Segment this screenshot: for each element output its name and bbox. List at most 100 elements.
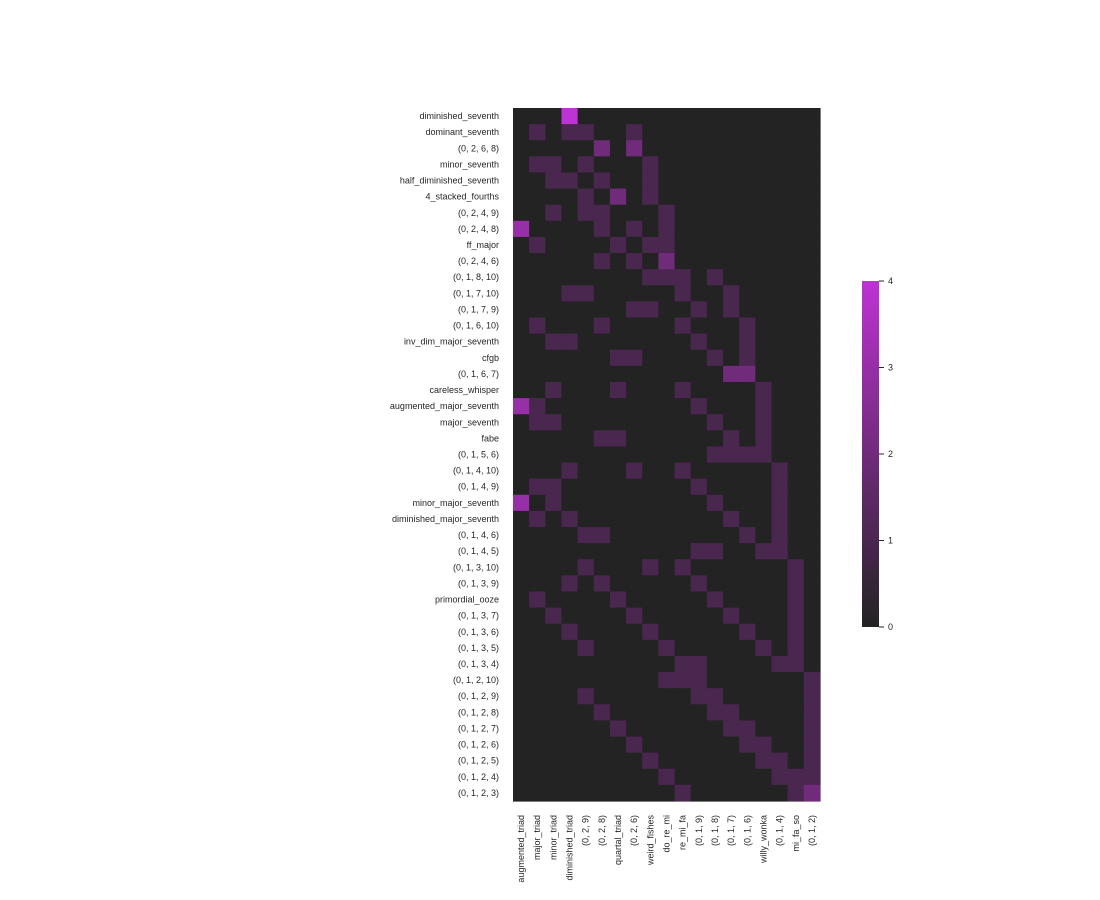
heatmap-cell [561,317,579,335]
heatmap-cell [755,784,773,802]
heatmap-cell [545,269,563,286]
heatmap-cell [803,623,821,641]
heatmap-cell [755,688,773,705]
heatmap-cell [513,720,530,738]
y-tick-label: (0, 1, 3, 5) [458,643,499,653]
heatmap-cell [674,398,692,415]
heatmap-cell [626,527,643,544]
heatmap-cell [690,527,708,544]
heatmap-cell [739,188,756,206]
heatmap-cell [593,478,611,496]
heatmap-cell [642,559,660,576]
heatmap-cell [561,672,579,689]
heatmap-cell [723,623,740,641]
heatmap-cell [706,784,724,802]
heatmap-cell [723,365,740,383]
heatmap-cell [739,301,756,319]
y-tick-labels: diminished_seventh dominant_seventh (0, 2,… [390,111,500,798]
heatmap-cell [577,301,595,319]
heatmap-cell [690,784,708,802]
heatmap-cell [674,253,692,270]
y-tick-label: (0, 1, 3, 9) [458,578,499,588]
y-tick-label: (0, 1, 2, 5) [458,756,499,766]
heatmap-cell [529,188,546,206]
heatmap-cell [513,446,530,464]
heatmap-cell [513,398,530,415]
heatmap-cell [706,591,724,609]
heatmap-cell [771,349,789,367]
heatmap-cell [545,720,563,738]
heatmap-cell [803,156,821,174]
colorbar-tick-label: 2 [888,449,893,459]
heatmap-cell [674,784,692,802]
heatmap-cell [658,559,676,576]
heatmap-cell [674,704,692,722]
heatmap-cell [529,478,546,496]
heatmap-cell [642,220,660,238]
heatmap-cell [723,559,740,576]
heatmap-cell [626,365,643,383]
heatmap-cell [561,784,579,802]
heatmap-cell [642,575,660,593]
heatmap-cell [545,349,563,367]
heatmap-cells [513,108,821,802]
heatmap-cell [658,204,676,222]
y-tick-label: careless_whisper [429,385,499,395]
heatmap-cell [545,140,563,157]
heatmap-cell [690,156,708,174]
heatmap-cell [771,510,789,528]
heatmap-cell [803,253,821,270]
heatmap-cell [723,140,740,157]
heatmap-cell [609,188,627,206]
heatmap-cell [674,204,692,222]
heatmap-cell [626,253,643,270]
heatmap-cell [529,285,546,302]
heatmap-cell [593,301,611,319]
heatmap-cell [642,301,660,319]
heatmap-cell [787,253,805,270]
heatmap-cell [803,124,821,141]
y-tick-label: (0, 1, 2, 3) [458,788,499,798]
heatmap-cell [674,736,692,754]
heatmap-cell [739,269,756,286]
heatmap-cell [723,704,740,722]
heatmap-cell [787,639,805,657]
heatmap-cell [723,672,740,689]
heatmap-cell [593,623,611,641]
heatmap-cell [609,655,627,673]
heatmap-cell [577,172,595,190]
x-tick-label: weird_fishes [645,815,655,867]
heatmap-cell [803,704,821,722]
heatmap-cell [626,575,643,593]
heatmap-cell [513,655,530,673]
heatmap-cell [561,623,579,641]
heatmap-cell [723,688,740,705]
heatmap-cell [755,365,773,383]
heatmap-cell [755,720,773,738]
heatmap-cell [755,752,773,770]
heatmap-cell [706,527,724,544]
heatmap-cell [513,607,530,625]
heatmap-cell [545,301,563,319]
heatmap-cell [723,172,740,190]
heatmap-cell [787,156,805,174]
heatmap-cell [577,156,595,174]
heatmap-cell [545,655,563,673]
heatmap-cell [755,639,773,657]
heatmap-cell [609,478,627,496]
heatmap-cell [642,398,660,415]
heatmap-cell [755,349,773,367]
heatmap-cell [513,639,530,657]
colorbar-tick-label: 3 [888,363,893,373]
heatmap-cell [658,188,676,206]
heatmap-cell [658,269,676,286]
heatmap-cell [706,285,724,302]
heatmap-cell [739,510,756,528]
heatmap-cell [674,156,692,174]
heatmap-cell [561,494,579,512]
heatmap-cell [626,108,643,125]
heatmap-cell [787,172,805,190]
heatmap-cell [545,462,563,480]
heatmap-cell [771,768,789,786]
colorbar-tick-label: 4 [888,276,893,286]
